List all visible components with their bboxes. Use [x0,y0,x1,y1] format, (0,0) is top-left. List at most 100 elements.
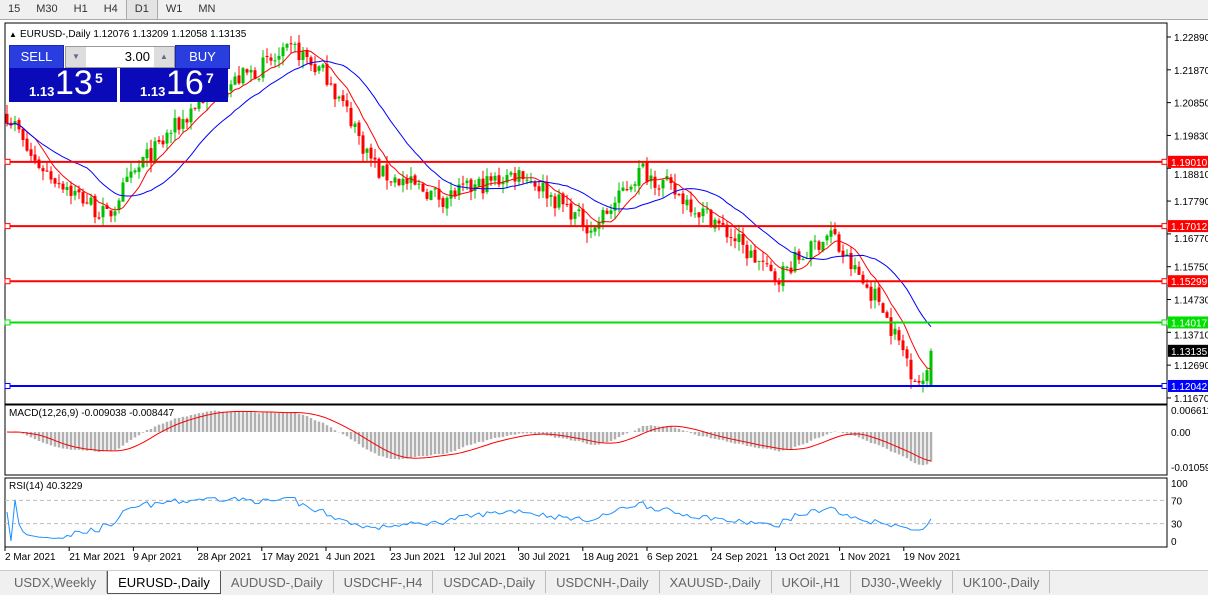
price-axis-label: 1.11670 [1174,394,1208,405]
symbol-tab[interactable]: USDX,Weekly [4,571,108,593]
decrease-lot-button[interactable]: ▼ [66,47,86,67]
bull-candle [337,96,341,99]
increase-lot-button[interactable]: ▲ [154,47,174,67]
bear-candle [773,271,777,282]
symbol-tab[interactable]: USDCNH-,Daily [546,571,660,593]
bear-candle [861,274,865,284]
bull-candle [261,57,265,78]
symbol-tab[interactable]: XAUUSD-,Daily [660,571,772,593]
bear-candle [81,192,85,204]
symbol-tab[interactable]: UK100-,Daily [953,571,1051,593]
symbol-tab[interactable]: UKOil-,H1 [772,571,852,593]
bull-candle [613,202,617,211]
bear-candle [377,158,381,178]
date-axis-label: 12 Jul 2021 [454,552,506,563]
bear-candle [689,199,693,213]
macd-label: MACD(12,26,9) -0.009038 -0.008447 [9,408,175,419]
bear-candle [833,229,837,235]
bear-candle [581,208,585,227]
bull-candle [293,44,297,46]
symbol-tab[interactable]: USDCAD-,Daily [433,571,547,593]
price-level-label: 1.15299 [1171,277,1208,288]
bull-candle [121,182,125,202]
bear-candle [717,220,721,224]
bull-candle [525,179,529,181]
bull-candle [505,174,509,183]
date-axis-label: 17 May 2021 [262,552,320,563]
bull-candle [573,212,577,219]
bear-candle [769,264,773,271]
bear-candle [397,178,401,186]
lot-size-stepper[interactable]: ▼ 3.00 ▲ [65,46,175,68]
lot-size-input[interactable]: 3.00 [124,49,150,64]
bear-candle [677,194,681,196]
bull-candle [381,165,385,177]
line-handle [1161,158,1168,165]
bear-candle [77,189,81,193]
bear-candle [357,122,361,136]
bear-candle [741,233,745,245]
buy-price-pips: 16 [166,64,204,102]
bear-candle [837,234,841,252]
bull-candle [457,184,461,196]
bear-candle [193,107,197,109]
bear-candle [553,196,557,209]
bull-candle [249,69,253,73]
bull-candle [549,195,553,197]
bear-candle [901,340,905,351]
buy-button[interactable]: BUY [175,45,230,69]
bear-candle [745,244,749,259]
timeframe-H1[interactable]: H1 [73,3,88,15]
price-label-bg [1168,155,1208,168]
bull-candle [829,230,833,237]
timeframe-M30[interactable]: M30 [36,3,58,15]
timeframe-MN[interactable]: MN [198,3,216,15]
date-axis-label: 13 Oct 2021 [775,552,830,563]
price-axis-label: 1.18810 [1174,170,1208,181]
bear-candle [405,178,409,184]
bull-candle [73,190,77,196]
bear-candle [305,50,309,58]
bull-candle [113,211,117,216]
sell-price[interactable]: 1.13 13 5 [9,64,117,102]
rsi-pane [4,477,1168,548]
symbol-tab[interactable]: DJ30-,Weekly [851,571,953,593]
bear-candle [93,196,97,218]
symbol-tab[interactable]: AUDUSD-,Daily [221,571,334,593]
bull-candle [641,163,645,167]
price-axis-label: 1.14730 [1174,296,1208,307]
bull-candle [501,182,505,185]
bear-candle [789,267,793,273]
price-level-label: 1.14017 [1171,318,1208,329]
bear-candle [49,171,53,180]
bear-candle [877,287,881,302]
buy-price[interactable]: 1.13 16 7 [120,64,228,102]
chart-area[interactable]: 1.22890 1.21870 1.20850 1.19830 1.18810 1.177… [0,20,1208,570]
bull-candle [365,148,369,153]
timeframe-H4[interactable]: H4 [103,3,118,15]
bull-candle [593,227,597,232]
symbol-tab[interactable]: EURUSD-,Daily [107,571,221,594]
bull-candle [801,259,805,261]
bear-candle [681,193,685,205]
symbol-tab[interactable]: USDCHF-,H4 [334,571,434,593]
timeframe-D1[interactable]: D1 [125,0,158,19]
price-axis-label: 1.19830 [1174,131,1208,142]
bull-candle [129,171,133,178]
bull-candle [277,55,281,60]
line-handle [4,278,11,285]
bear-candle [857,266,861,275]
bear-candle [905,349,909,359]
timeframe-15[interactable]: 15 [8,3,21,15]
timeframe-W1[interactable]: W1 [165,3,183,15]
bull-candle [465,180,469,184]
bear-candle [753,249,757,263]
bear-candle [533,182,537,187]
bear-candle [161,140,165,145]
price-level-label: 1.12042 [1171,382,1208,393]
sell-price-pips: 13 [55,64,93,102]
bear-candle [513,173,517,182]
bull-candle [125,176,129,182]
bull-candle [101,206,105,218]
bear-candle [913,380,917,382]
